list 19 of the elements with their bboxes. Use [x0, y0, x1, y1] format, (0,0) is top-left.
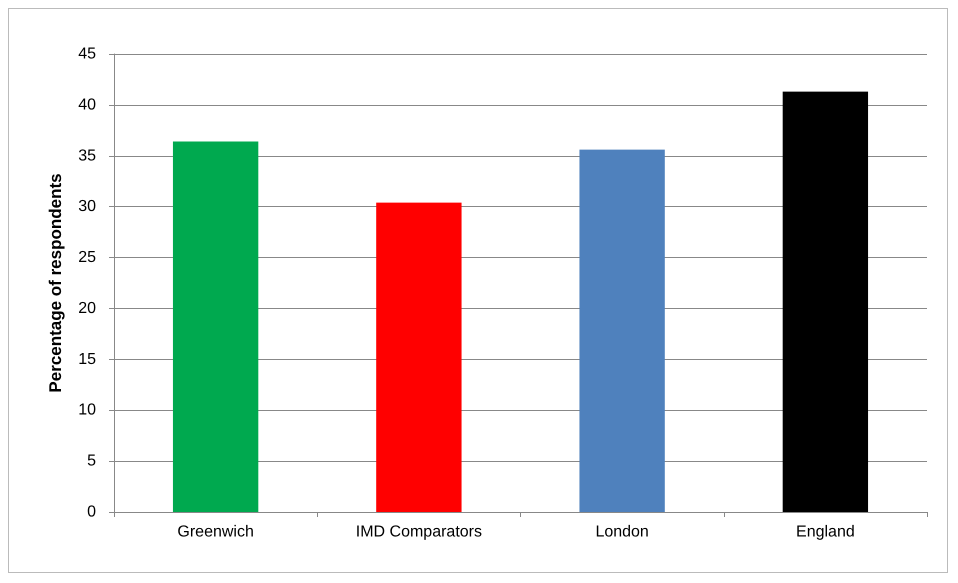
y-tick-label: 5	[87, 452, 96, 470]
bar	[579, 150, 665, 512]
x-tick-label: IMD Comparators	[356, 524, 482, 540]
y-tick-label: 10	[78, 402, 96, 419]
y-tick-label: 30	[78, 198, 96, 216]
y-tick-label: 40	[78, 96, 96, 114]
x-tick-label: Greenwich	[177, 524, 254, 540]
bar	[376, 202, 462, 512]
y-tick-label: 0	[87, 504, 96, 520]
bar	[172, 142, 258, 512]
y-tick-label: 20	[78, 300, 96, 317]
y-tick-label: 25	[78, 249, 96, 266]
y-tick-label: 35	[78, 147, 96, 164]
bar	[782, 92, 868, 512]
x-tick-label: London	[595, 524, 649, 540]
y-tick-label: 45	[78, 46, 96, 62]
y-axis-title: Percentage of respondents	[46, 173, 65, 393]
y-tick-label: 15	[78, 350, 96, 368]
x-tick-label: England	[796, 524, 855, 540]
